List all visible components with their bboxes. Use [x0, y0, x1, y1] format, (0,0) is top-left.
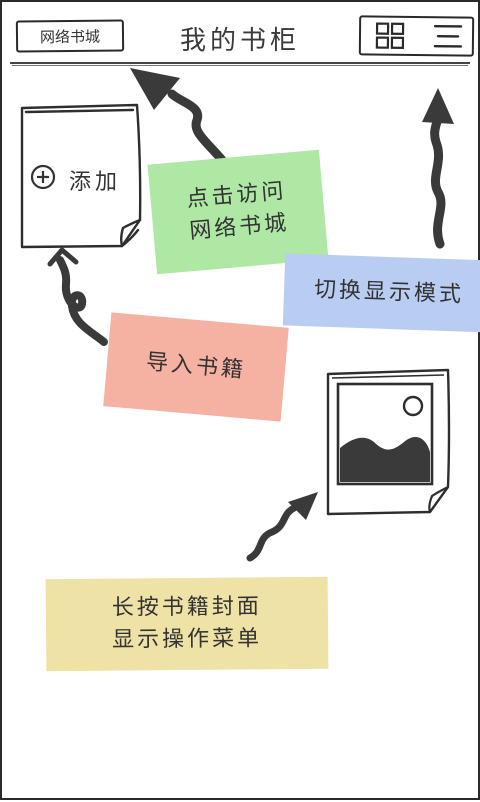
hint-longpress-line1: 长按书籍封面 [112, 591, 262, 624]
hint-import-text: 导入书籍 [145, 347, 247, 387]
hint-switch-text: 切换显示模式 [313, 274, 464, 311]
plus-circle-icon [32, 166, 54, 188]
hint-long-press-cover: 长按书籍封面 显示操作菜单 [46, 577, 329, 671]
add-book-label[interactable]: 添加 [69, 164, 121, 196]
hint-switch-display-mode: 切换显示模式 [283, 253, 480, 332]
arrow-to-add-tile [50, 250, 104, 342]
hint-import-books: 导入书籍 [103, 312, 289, 421]
hint-longpress-line2: 显示操作菜单 [112, 623, 262, 656]
book-cover-sample [328, 370, 449, 514]
arrow-to-view-toggle [422, 88, 454, 244]
arrow-to-web-store [130, 68, 222, 160]
arrow-to-book-cover [250, 492, 318, 558]
